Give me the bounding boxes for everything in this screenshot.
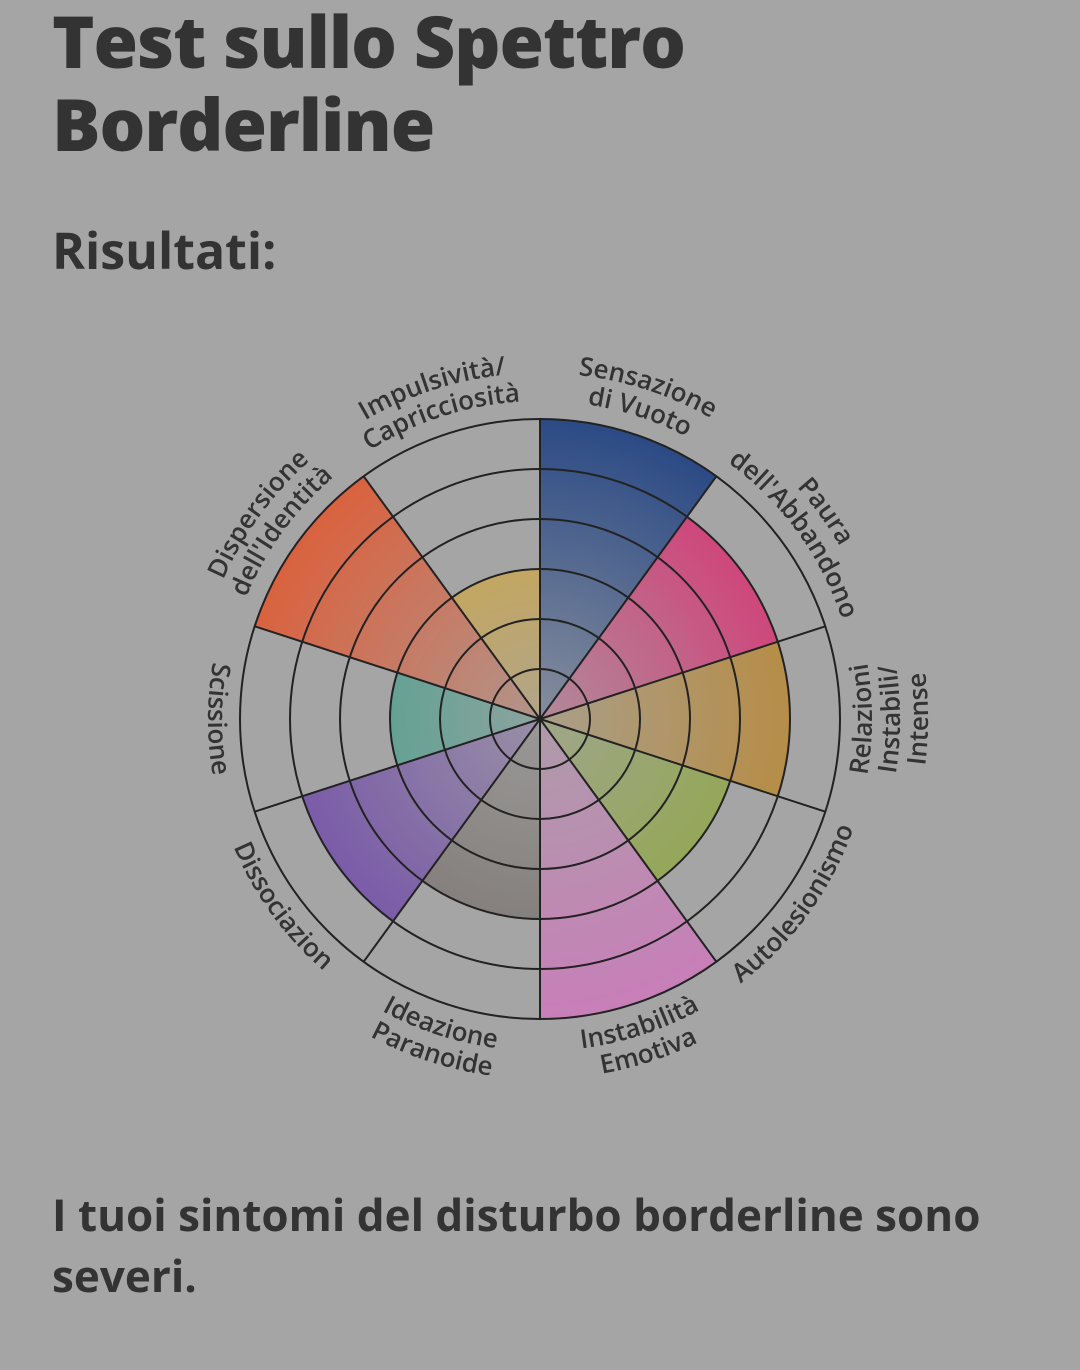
result-text: I tuoi sintomi del disturbo borderline s… [52,1184,1028,1307]
page-title: Test sullo Spettro Borderline [52,0,1028,166]
sector-label-2-2: Intense [897,671,936,766]
polar-rose-chart: Sensazionedi VuotoPauradell'AbbandonoRel… [90,324,990,1144]
sector-label-7-0: Scissione [200,660,241,776]
sector-label-3-0: Autolesionismo [723,818,861,990]
results-heading: Risultati: [52,216,1028,284]
chart-container: Sensazionedi VuotoPauradell'AbbandonoRel… [52,324,1028,1144]
sector-label-6-0: Dissociazion [226,835,342,977]
